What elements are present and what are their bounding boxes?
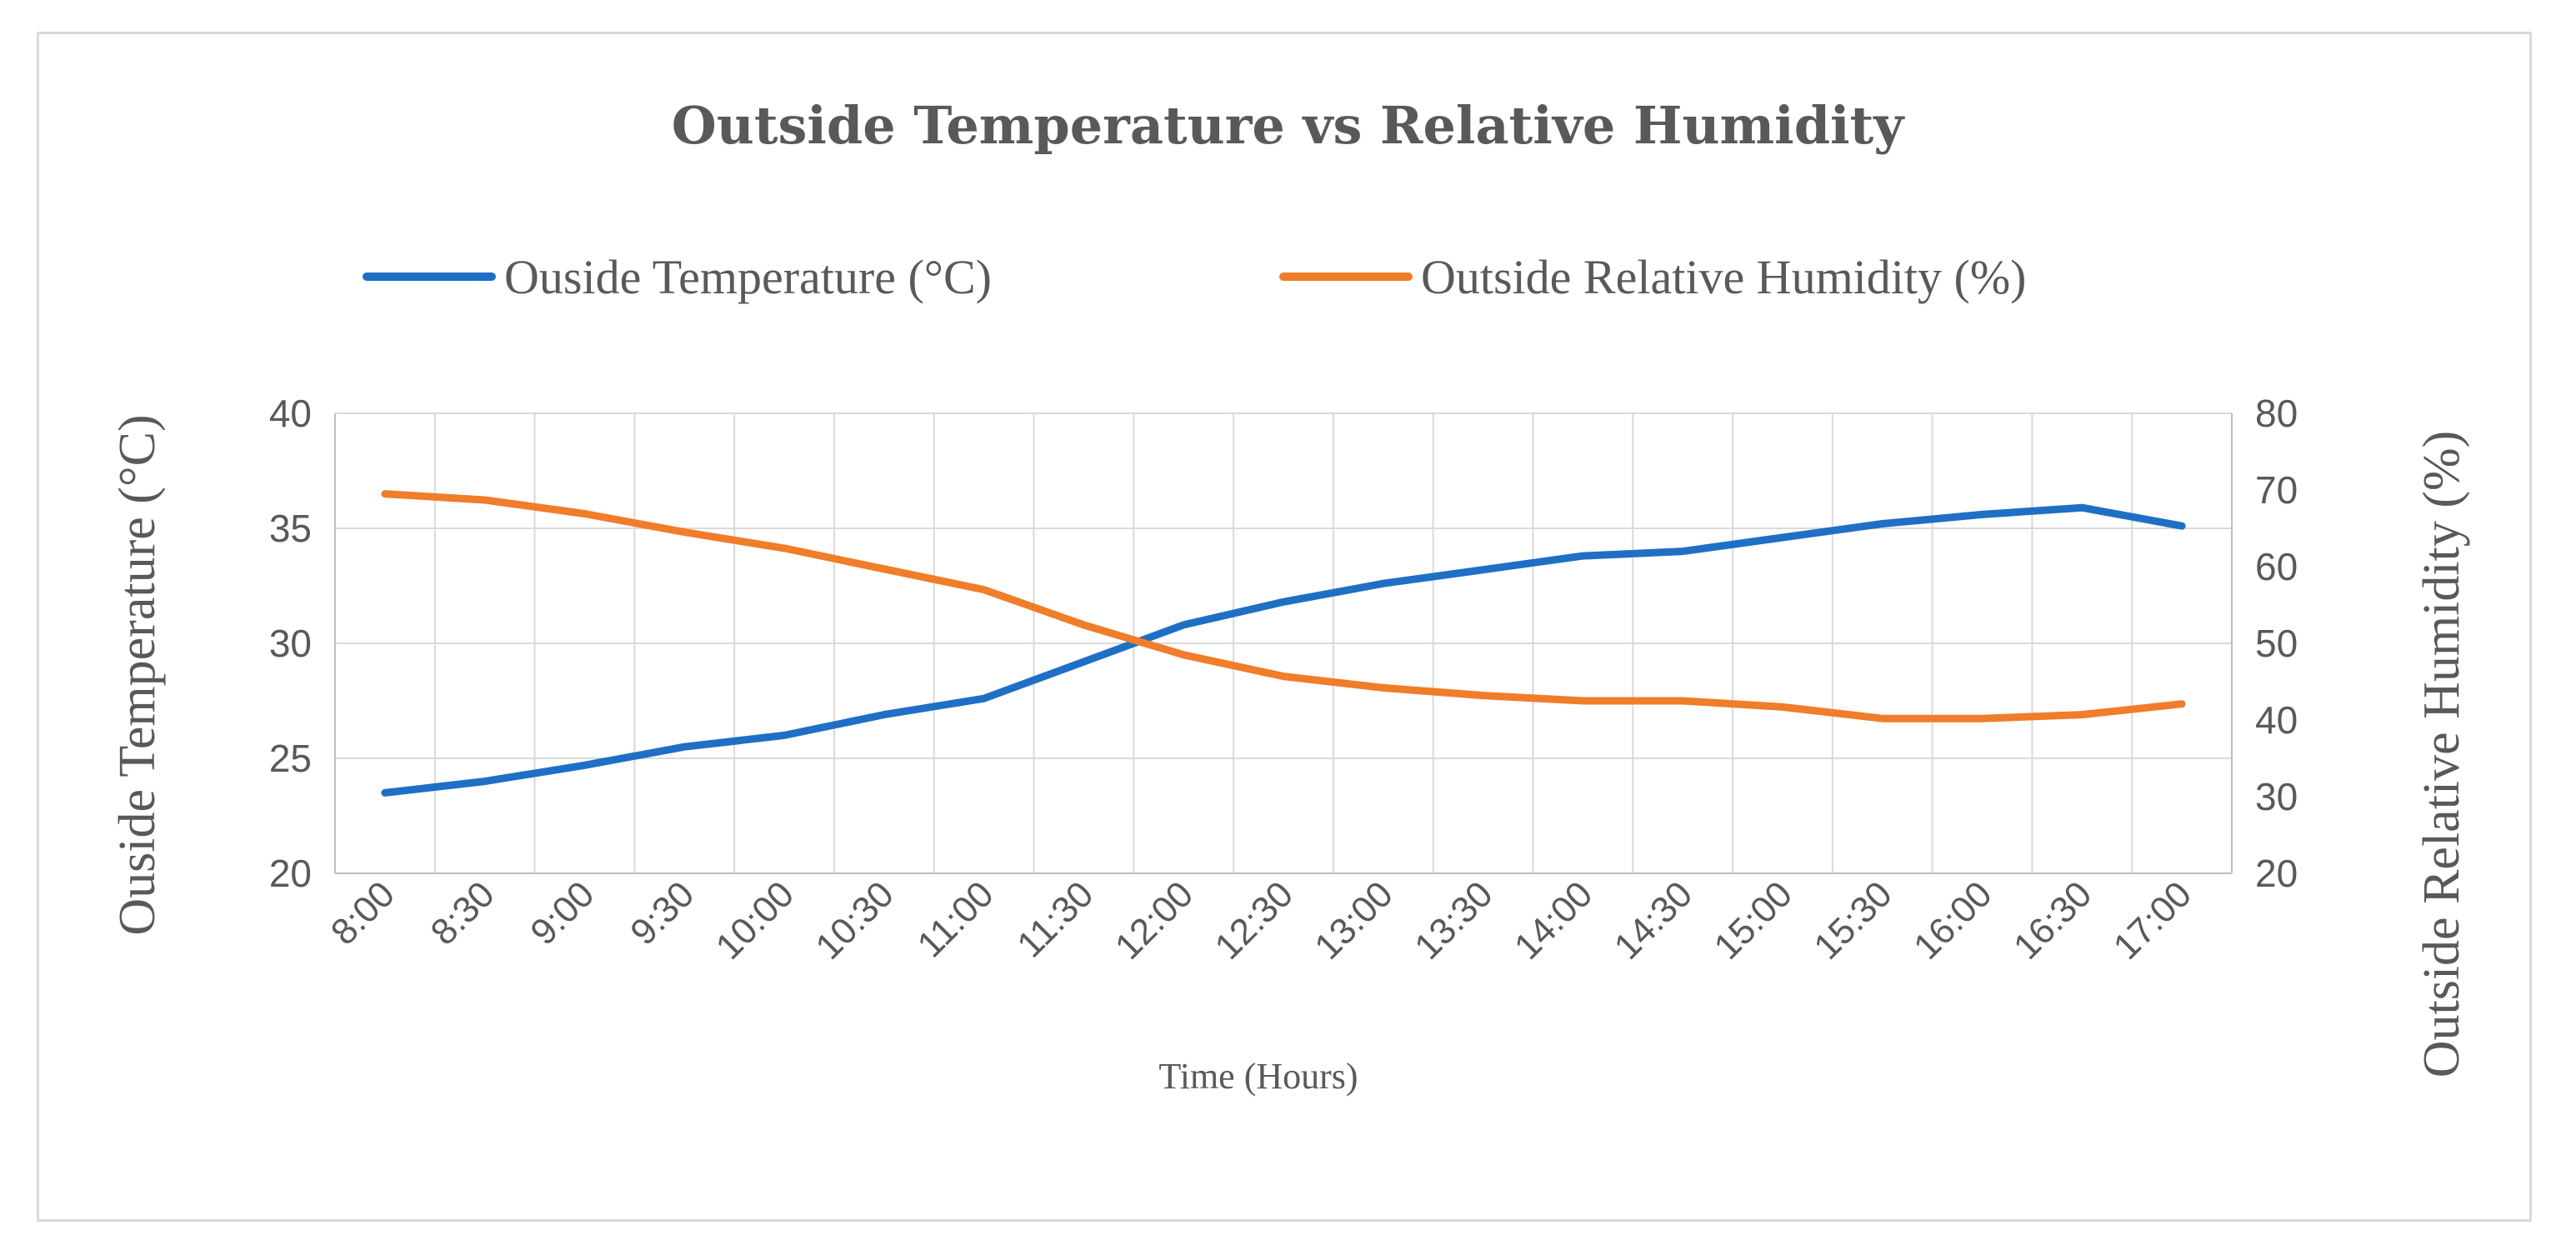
- x-tick-label: 10:00: [708, 873, 803, 968]
- x-tick-label: 16:00: [1906, 873, 2000, 968]
- right-y-tick-label: 30: [2255, 775, 2298, 818]
- left-axis-title: Ouside Temperature (°C): [109, 414, 166, 935]
- humidity-series-line: [381, 490, 2186, 722]
- right-y-tick-labels: 20 30 40 50 60 70 80: [2255, 392, 2298, 895]
- legend: Ouside Temperature (°C) Outside Relative…: [363, 250, 2026, 304]
- series-lines: [381, 490, 2186, 797]
- left-y-tick-label: 20: [269, 852, 312, 895]
- x-tick-label: 15:00: [1707, 873, 1801, 968]
- right-y-tick-label: 40: [2255, 698, 2298, 742]
- chart-title: Outside Temperature vs Relative Humidity: [672, 95, 1905, 156]
- x-tick-label: 8:00: [323, 873, 403, 952]
- legend-label-temperature: Ouside Temperature (°C): [504, 250, 992, 304]
- left-y-tick-labels: 20 25 30 35 40: [269, 392, 312, 895]
- x-tick-label: 12:00: [1108, 873, 1202, 968]
- right-axis-title: Outside Relative Humidity (%): [2413, 431, 2470, 1078]
- right-y-tick-label: 80: [2255, 392, 2298, 435]
- x-tick-label: 15:30: [1806, 873, 1900, 968]
- x-axis-title: Time (Hours): [1158, 1056, 1358, 1097]
- right-y-tick-label: 20: [2255, 852, 2298, 895]
- legend-label-humidity: Outside Relative Humidity (%): [1421, 250, 2026, 304]
- x-tick-label: 9:00: [523, 873, 602, 952]
- x-tick-label: 13:00: [1307, 873, 1401, 968]
- x-tick-label: 12:30: [1208, 873, 1302, 968]
- x-tick-label: 10:30: [808, 873, 902, 968]
- right-y-tick-label: 70: [2255, 468, 2298, 512]
- x-tick-label: 14:30: [1607, 873, 1701, 968]
- left-y-tick-label: 35: [269, 507, 312, 550]
- temperature-series-line: [381, 503, 2186, 797]
- x-tick-label: 14:00: [1507, 873, 1601, 968]
- axes: [334, 413, 2233, 874]
- x-tick-label: 16:30: [2006, 873, 2100, 968]
- chart-frame: [37, 32, 2532, 1222]
- x-tick-label: 9:30: [623, 873, 702, 952]
- left-y-tick-label: 25: [269, 737, 312, 780]
- horizontal-gridlines: [335, 412, 2232, 874]
- x-tick-labels: 8:00 8:30 9:00 9:30 10:00 10:30 11:00 11:30 12:0…: [323, 873, 2199, 968]
- right-y-tick-label: 60: [2255, 545, 2298, 588]
- x-tick-label: 13:30: [1407, 873, 1501, 968]
- x-tick-label: 11:00: [910, 873, 1002, 965]
- left-y-tick-label: 30: [269, 622, 312, 665]
- left-y-tick-label: 40: [269, 392, 312, 435]
- x-tick-label: 11:30: [1009, 873, 1101, 965]
- x-tick-label: 8:30: [423, 873, 503, 952]
- x-tick-label: 17:00: [2106, 873, 2200, 968]
- right-y-tick-label: 50: [2255, 622, 2298, 665]
